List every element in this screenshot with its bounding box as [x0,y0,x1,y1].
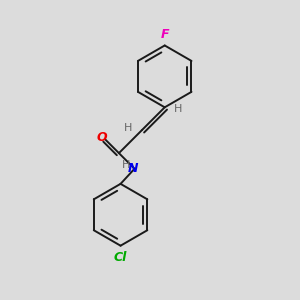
Text: N: N [128,162,138,175]
Text: H: H [122,160,130,170]
Text: O: O [96,131,107,144]
Text: F: F [160,28,169,41]
Text: Cl: Cl [114,251,127,264]
Text: H: H [124,123,132,133]
Text: H: H [174,104,182,114]
